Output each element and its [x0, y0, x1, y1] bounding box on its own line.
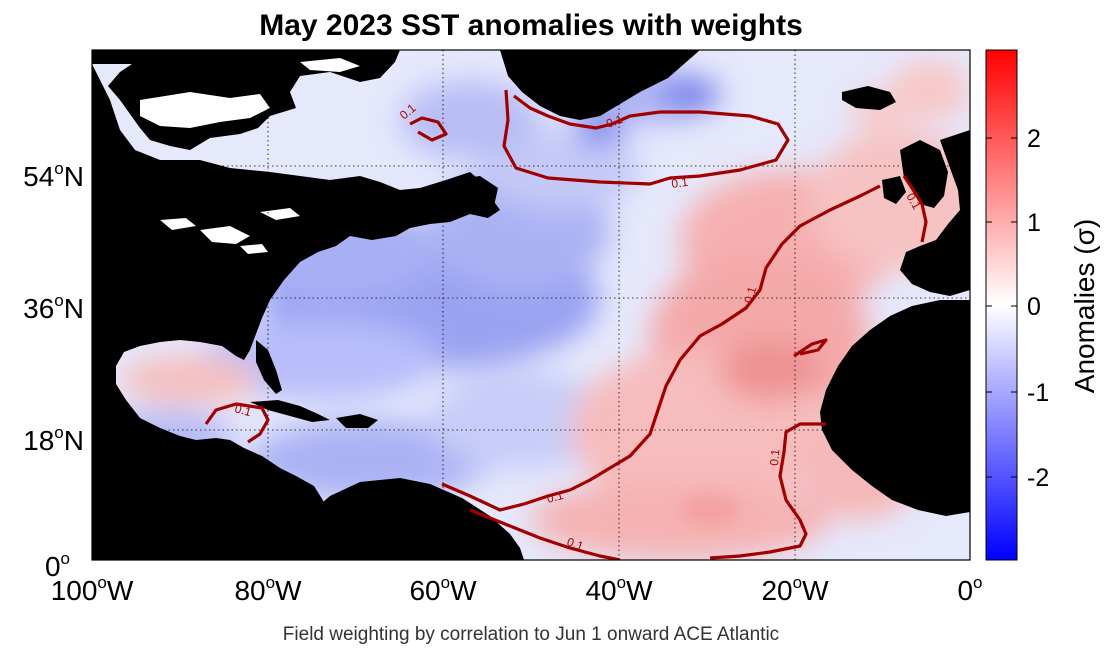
- map-panel: 0.1 0.1 0.1 0.1 0.1 0.1 0.1 0.1 0.1: [92, 50, 970, 560]
- lat-axis: 54oN 36oN 18oN 0o: [23, 159, 84, 582]
- colorbar-tick-0: 0: [1027, 293, 1041, 321]
- contour-north: [502, 89, 790, 186]
- contour-label-7: 0.1: [233, 401, 253, 419]
- contour-caribbean: [204, 402, 270, 444]
- greenland: [500, 50, 700, 120]
- britain: [900, 140, 948, 208]
- colorbar-tick-1: 1: [1027, 209, 1041, 237]
- africa: [820, 300, 970, 516]
- hispaniola: [336, 414, 378, 428]
- contour-labels: 0.1 0.1 0.1 0.1 0.1 0.1 0.1 0.1 0.1: [233, 101, 924, 554]
- iceland: [842, 86, 896, 110]
- lat-tick-36: 36oN: [23, 291, 84, 324]
- lat-tick-18: 18oN: [23, 423, 84, 456]
- lon-tick-20w: 20oW: [761, 573, 829, 606]
- cuba: [250, 400, 330, 422]
- contour-label-3: 0.1: [741, 285, 759, 305]
- lon-tick-100w: 100oW: [51, 573, 134, 606]
- lon-tick-0: 0o: [957, 573, 982, 606]
- colorbar-tick-minus1: -1: [1027, 379, 1049, 407]
- europe: [900, 130, 970, 296]
- contour-label-2: 0.1: [604, 112, 625, 131]
- colorbar-gradient: [985, 49, 1018, 561]
- map-frame: [91, 49, 971, 561]
- colorbar-ticks: [986, 137, 1017, 478]
- contour-canary: [793, 338, 828, 358]
- lat-tick-0: 0o: [45, 549, 70, 582]
- florida: [256, 340, 282, 394]
- lat-tick-54: 54oN: [23, 159, 84, 192]
- south-america: [270, 478, 524, 560]
- newfoundland: [452, 176, 498, 210]
- colorbar-tick-2: 2: [1027, 125, 1041, 153]
- lon-axis: 100oW 80oW 60oW 40oW 20oW 0o: [51, 573, 983, 606]
- contours: [204, 89, 928, 560]
- contour-label-6: 0.1: [767, 448, 782, 466]
- colorbar: 2 1 0 -1 -2 Anomalies (σ): [985, 49, 1100, 561]
- contour-east: [441, 184, 881, 512]
- lakes: [140, 58, 360, 254]
- figure-caption: Field weighting by correlation to Jun 1 …: [283, 624, 779, 645]
- colorbar-label: Anomalies (σ): [1069, 219, 1100, 393]
- lon-tick-80w: 80oW: [234, 573, 302, 606]
- north-america: [92, 50, 500, 560]
- contour-africa: [709, 422, 826, 560]
- lon-tick-60w: 60oW: [409, 573, 477, 606]
- colorbar-tick-minus2: -2: [1027, 464, 1049, 492]
- contour-label-4: 0.1: [545, 488, 565, 506]
- contour-europe: [902, 175, 928, 243]
- contour-south: [469, 508, 621, 560]
- land: [92, 50, 970, 560]
- ireland: [882, 176, 906, 204]
- lon-tick-40w: 40oW: [585, 573, 653, 606]
- map-title: May 2023 SST anomalies with weights: [259, 9, 803, 42]
- contour-labrador: [409, 116, 448, 142]
- contour-label-1: 0.1: [670, 175, 689, 191]
- contour-label-5: 0.1: [565, 535, 586, 554]
